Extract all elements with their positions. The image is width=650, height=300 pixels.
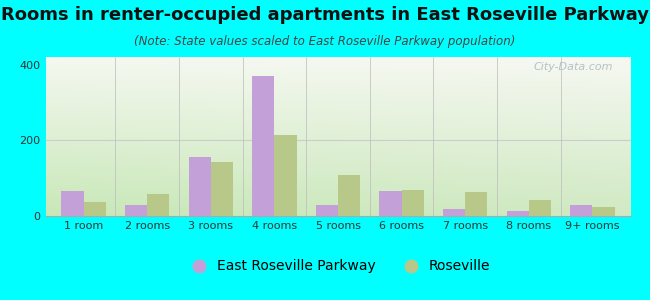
Bar — [188, 157, 211, 216]
Bar — [125, 206, 148, 216]
Bar — [252, 76, 274, 216]
Text: City-Data.com: City-Data.com — [534, 62, 613, 72]
Bar — [570, 206, 592, 216]
Bar — [148, 194, 170, 216]
Bar — [443, 209, 465, 216]
Bar — [84, 202, 106, 216]
Bar — [61, 191, 84, 216]
Text: (Note: State values scaled to East Roseville Parkway population): (Note: State values scaled to East Rosev… — [135, 34, 515, 47]
Bar — [274, 135, 296, 216]
Bar — [465, 192, 488, 216]
Bar — [316, 206, 338, 216]
Bar — [402, 190, 424, 216]
Bar — [528, 200, 551, 216]
Legend: East Roseville Parkway, Roseville: East Roseville Parkway, Roseville — [180, 254, 496, 279]
Bar — [506, 212, 528, 216]
Bar — [211, 162, 233, 216]
Bar — [380, 191, 402, 216]
Bar — [592, 206, 615, 216]
Text: Rooms in renter-occupied apartments in East Roseville Parkway: Rooms in renter-occupied apartments in E… — [1, 6, 649, 24]
Bar — [338, 175, 360, 216]
